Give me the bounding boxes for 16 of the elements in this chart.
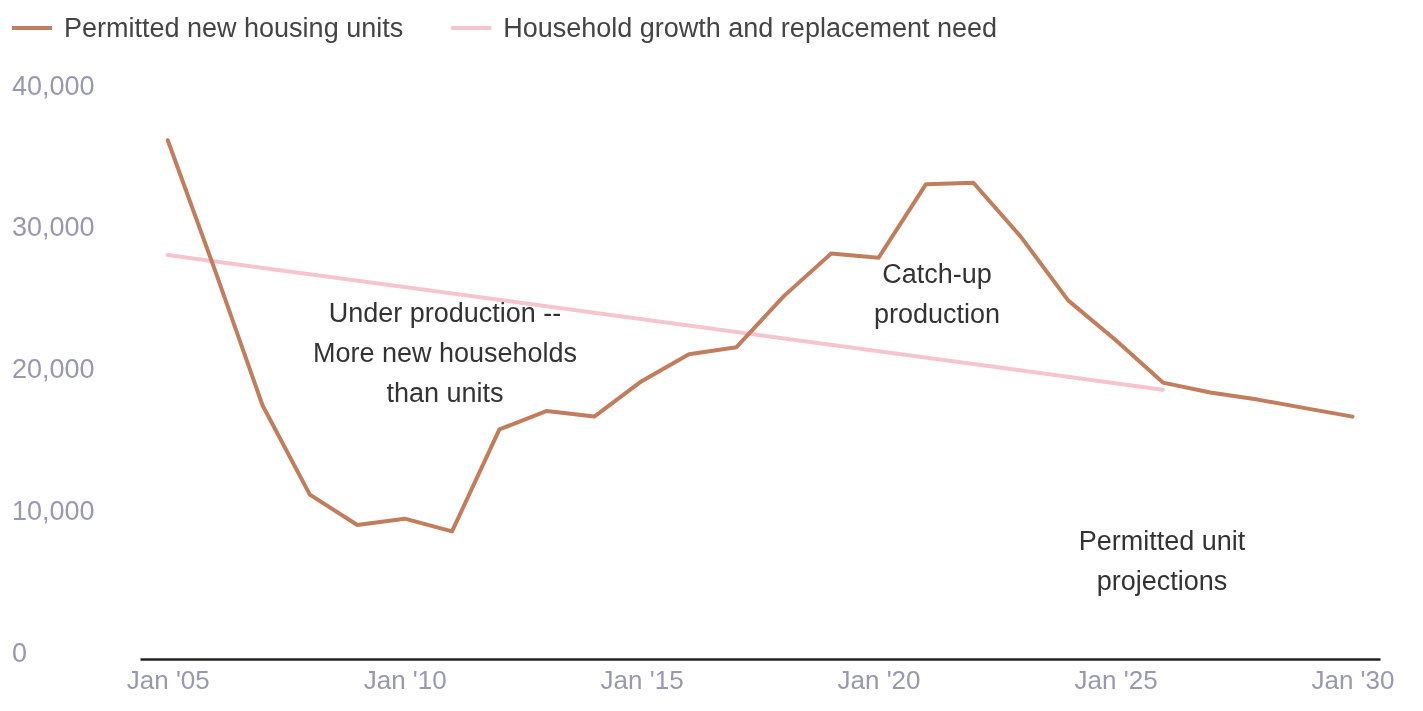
annotation: Catch-up production: [873, 259, 1001, 329]
annotation: Under production -- More new households than units: [312, 298, 578, 408]
annotation: Permitted unit projections: [1078, 526, 1246, 596]
x-tick-label: Jan '10: [363, 665, 447, 696]
y-tick-label: 0: [12, 637, 28, 668]
x-tick-label: Jan '15: [600, 665, 684, 696]
x-tick-label: Jan '30: [1311, 665, 1395, 696]
x-tick-label: Jan '25: [1074, 665, 1158, 696]
legend-label: Permitted new housing units: [64, 13, 404, 44]
x-tick-label: Jan '20: [837, 665, 921, 696]
y-tick-label: 40,000: [12, 70, 95, 101]
y-tick-label: 20,000: [12, 354, 95, 385]
y-tick-label: 30,000: [12, 212, 95, 243]
y-tick-label: 10,000: [12, 495, 95, 526]
legend-label: Household growth and replacement need: [503, 13, 998, 44]
x-tick-label: Jan '05: [126, 665, 210, 696]
